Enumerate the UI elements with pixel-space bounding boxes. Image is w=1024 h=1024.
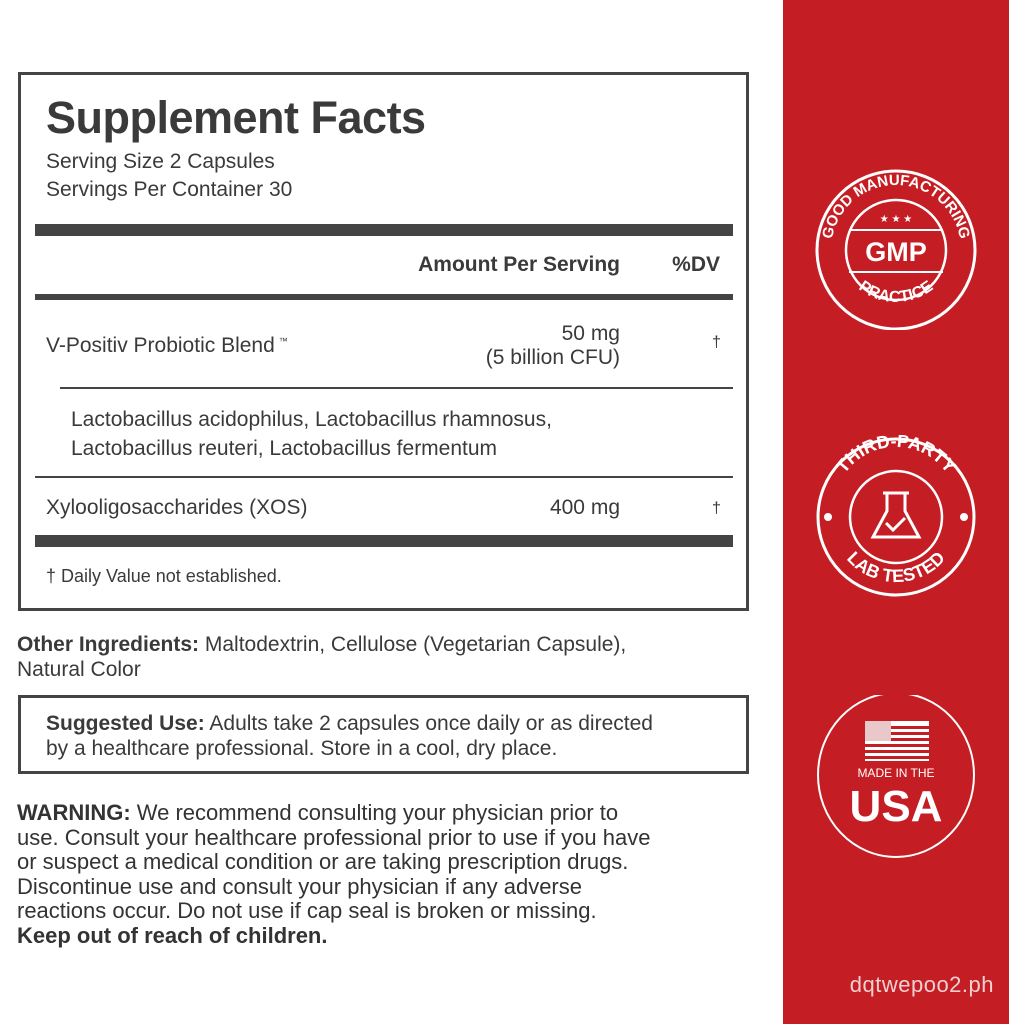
warning: WARNING: We recommend consulting your ph… — [17, 800, 651, 948]
svg-text:USA: USA — [850, 782, 943, 831]
other-ingredients: Other Ingredients: Maltodextrin, Cellulo… — [17, 633, 627, 681]
supplement-facts-panel — [18, 72, 749, 611]
watermark: dqtwepoo2.ph — [849, 972, 994, 997]
serving-size: Serving Size 2 Capsules — [46, 150, 275, 173]
gmp-badge: ★ ★ ★ GMP GOOD MANUFACTURING PRACTICE — [815, 169, 977, 330]
ingredient-name: V-Positiv Probiotic Blend ™ — [46, 334, 288, 357]
col-amount: Amount Per Serving — [418, 253, 620, 276]
divider-thick — [35, 535, 733, 547]
svg-text:LAB TESTED: LAB TESTED — [843, 548, 948, 587]
svg-text:GMP: GMP — [865, 237, 927, 267]
servings-per-container: Servings Per Container 30 — [46, 178, 293, 201]
suggested-use: Suggested Use: Adults take 2 capsules on… — [46, 712, 653, 760]
svg-text:MADE IN THE: MADE IN THE — [857, 766, 934, 780]
flask-check-icon — [870, 491, 922, 539]
ingredient-amount: 400 mg — [549, 496, 620, 519]
blend-line: Lactobacillus acidophilus, Lactobacillus… — [71, 408, 552, 431]
made-in-usa-badge: MADE IN THE USA — [817, 695, 975, 858]
divider — [35, 294, 733, 300]
col-dv: %DV — [672, 253, 720, 276]
badge-sidebar: ★ ★ ★ GMP GOOD MANUFACTURING PRACTICE TH… — [783, 0, 1009, 1024]
blend-line: Lactobacillus reuteri, Lactobacillus fer… — [71, 437, 498, 460]
lab-tested-badge: THIRD-PARTY LAB TESTED — [816, 435, 976, 597]
svg-text:PRACTICE: PRACTICE — [856, 278, 937, 306]
ingredient-dv: † — [712, 500, 721, 517]
divider-thick — [35, 224, 733, 236]
divider — [35, 476, 733, 478]
page-title: Supplement Facts — [46, 92, 426, 143]
ingredient-amount: 50 mg (5 billion CFU) — [485, 322, 620, 369]
divider — [60, 387, 733, 389]
ingredient-name: Xylooligosaccharides (XOS) — [46, 496, 308, 519]
suggested-use-box — [18, 695, 749, 774]
footnote: † Daily Value not established. — [46, 566, 282, 586]
svg-text:★ ★ ★: ★ ★ ★ — [880, 214, 912, 225]
us-flag-icon — [865, 721, 929, 761]
ingredient-dv: † — [712, 334, 721, 351]
